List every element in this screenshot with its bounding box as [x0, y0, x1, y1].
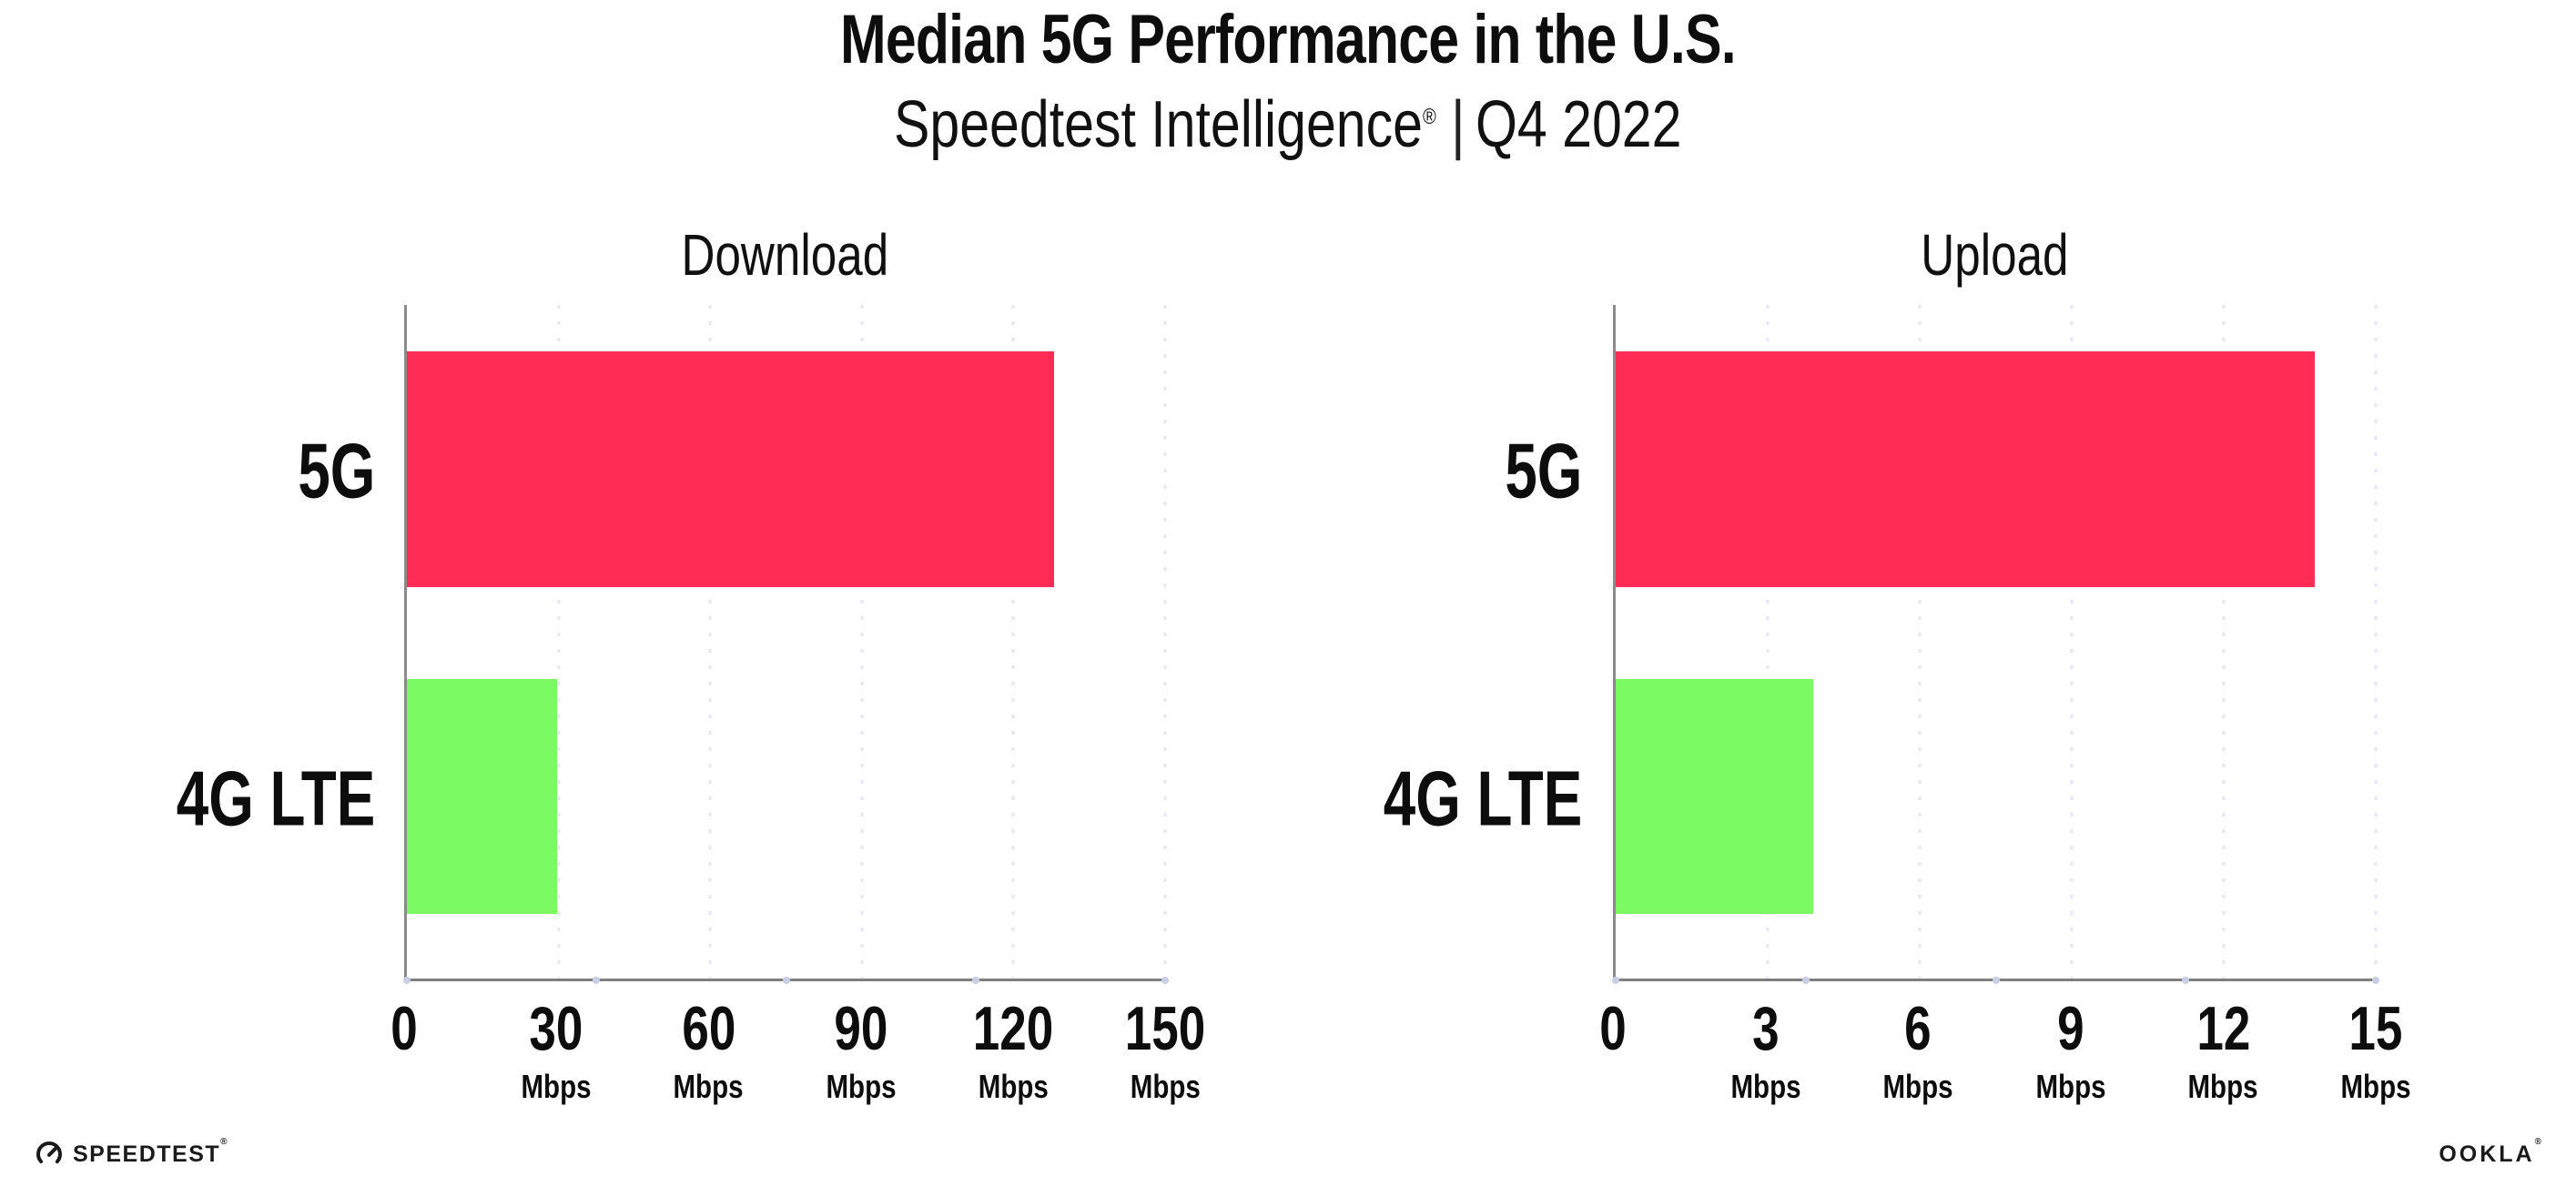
gridline	[2222, 305, 2226, 979]
tick-unit-label: Mbps	[673, 1068, 744, 1105]
download-category-label-4g-lte: 4G LTE	[176, 756, 375, 843]
gridline	[1918, 305, 1922, 979]
page-subtitle-text: Speedtest Intelligence® | Q4 2022	[894, 88, 1682, 161]
tick-label: 9	[2057, 994, 2084, 1063]
tick-label: 120	[972, 994, 1054, 1063]
upload-category-label-4g-lte: 4G LTE	[1383, 756, 1582, 843]
axis-tick: 0	[387, 998, 421, 1060]
page-title: Median 5G Performance in the U.S.	[0, 4, 2576, 76]
subtitle-brand: Speedtest Intelligence	[894, 88, 1424, 161]
baseline-dot	[971, 977, 979, 984]
baseline-dot	[1161, 977, 1169, 984]
download-x-axis-ticks: 0 30 Mbps 60 Mbps 90 Mbps 120 Mbps 150 M…	[390, 998, 1205, 1125]
bar-4g-lte-download	[407, 679, 557, 914]
baseline-dot	[1992, 977, 2000, 984]
bar-5g-download	[407, 351, 1054, 587]
bar-4g-lte-upload	[1616, 679, 1814, 914]
upload-chart-title-text: Upload	[1920, 222, 2069, 288]
speedtest-gauge-icon	[35, 1140, 64, 1169]
axis-tick: 12 Mbps	[2180, 998, 2266, 1103]
download-chart-title: Download	[404, 226, 1165, 284]
registered-mark: ®	[2534, 1137, 2544, 1147]
subtitle-period: Q4 2022	[1476, 88, 1682, 161]
tick-label: 3	[1751, 994, 1780, 1063]
tick-unit-label: Mbps	[2187, 1068, 2258, 1105]
tick-label: 90	[834, 994, 888, 1063]
ookla-wordmark-text: OOKLA	[2439, 1141, 2535, 1167]
gridline	[2070, 305, 2074, 979]
upload-plot-area	[1612, 305, 2379, 984]
baseline-dot	[593, 977, 601, 984]
axis-tick: 30 Mbps	[513, 998, 599, 1103]
download-chart-title-text: Download	[681, 222, 888, 288]
gridline	[1163, 305, 1167, 979]
tick-label: 150	[1124, 994, 1206, 1063]
speedtest-wordmark-text: SPEEDTEST	[73, 1141, 221, 1167]
tick-unit-label: Mbps	[978, 1068, 1049, 1105]
speedtest-logo: SPEEDTEST®	[35, 1137, 228, 1169]
tick-label: 30	[529, 994, 583, 1063]
page-subtitle: Speedtest Intelligence® | Q4 2022	[0, 88, 2576, 161]
tick-label: 6	[1904, 994, 1932, 1063]
baseline-dot	[2372, 977, 2379, 984]
ookla-logo: OOKLA®	[2439, 1138, 2544, 1167]
axis-tick: 6 Mbps	[1875, 998, 1961, 1103]
baseline-dot	[1801, 977, 1810, 984]
axis-tick: 60 Mbps	[665, 998, 751, 1103]
tick-unit-label: Mbps	[521, 1068, 592, 1105]
registered-mark: ®	[220, 1136, 229, 1147]
axis-tick: 120 Mbps	[961, 998, 1064, 1103]
gridline	[557, 305, 561, 979]
tick-label: 12	[2196, 994, 2250, 1063]
gridline	[1766, 305, 1770, 979]
baseline-dot	[403, 977, 411, 984]
gridline	[860, 305, 864, 979]
tick-label: 60	[681, 994, 735, 1063]
tick-unit-label: Mbps	[1730, 1068, 1801, 1105]
download-category-label-5g: 5G	[297, 428, 375, 515]
baseline-dot	[1612, 977, 1619, 984]
download-plot-area	[403, 305, 1169, 984]
tick-label: 0	[390, 994, 418, 1063]
tick-label: 15	[2348, 994, 2403, 1063]
baseline-dot	[2182, 977, 2190, 984]
axis-tick: 9 Mbps	[2028, 998, 2114, 1103]
subtitle-separator: |	[1451, 88, 1465, 161]
axis-tick: 3 Mbps	[1723, 998, 1809, 1103]
upload-chart-title: Upload	[1613, 226, 2376, 284]
tick-unit-label: Mbps	[826, 1068, 897, 1105]
registered-mark: ®	[1423, 105, 1437, 129]
tick-unit-label: Mbps	[1130, 1068, 1201, 1105]
upload-x-axis-ticks: 0 3 Mbps 6 Mbps 9 Mbps 12 Mbps 15 Mbps	[1599, 998, 2410, 1125]
upload-category-label-5g: 5G	[1504, 428, 1582, 515]
tick-unit-label: Mbps	[1882, 1068, 1953, 1105]
bar-5g-upload	[1616, 351, 2316, 587]
axis-tick: 90 Mbps	[818, 998, 904, 1103]
tick-unit-label: Mbps	[2340, 1068, 2411, 1105]
gridline	[1011, 305, 1015, 979]
speedtest-wordmark: SPEEDTEST®	[73, 1137, 228, 1167]
baseline-dot	[782, 977, 790, 984]
axis-tick: 0	[1596, 998, 1630, 1060]
tick-label: 0	[1599, 994, 1627, 1063]
tick-unit-label: Mbps	[2035, 1068, 2106, 1105]
axis-tick: 15 Mbps	[2333, 998, 2419, 1103]
gridline	[708, 305, 712, 979]
gridline	[2374, 305, 2378, 979]
axis-tick: 150 Mbps	[1113, 998, 1216, 1103]
page-title-text: Median 5G Performance in the U.S.	[840, 1, 1737, 78]
